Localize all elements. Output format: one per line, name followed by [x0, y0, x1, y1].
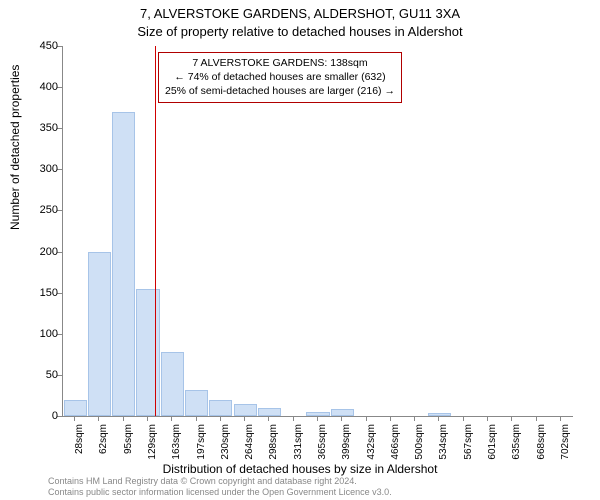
plot-area: 7 ALVERSTOKE GARDENS: 138sqm← 74% of det… [62, 46, 573, 417]
xtick-mark [268, 416, 269, 421]
xtick-label: 298sqm [268, 424, 279, 464]
xtick-label: 28sqm [74, 424, 85, 464]
annotation-box: 7 ALVERSTOKE GARDENS: 138sqm← 74% of det… [158, 52, 402, 103]
ytick-label: 0 [28, 410, 58, 422]
reference-vline [155, 46, 156, 416]
ytick-label: 300 [28, 163, 58, 175]
xtick-mark [536, 416, 537, 421]
histogram-bar [331, 409, 354, 416]
xtick-label: 567sqm [463, 424, 474, 464]
xtick-label: 399sqm [341, 424, 352, 464]
ytick-label: 350 [28, 122, 58, 134]
ytick-label: 150 [28, 287, 58, 299]
ytick-label: 200 [28, 246, 58, 258]
xtick-label: 500sqm [414, 424, 425, 464]
xtick-mark [463, 416, 464, 421]
annotation-line: ← 74% of detached houses are smaller (63… [165, 70, 395, 84]
xtick-label: 197sqm [196, 424, 207, 464]
xtick-label: 466sqm [390, 424, 401, 464]
xtick-label: 62sqm [98, 424, 109, 464]
ytick-label: 250 [28, 204, 58, 216]
xtick-label: 534sqm [438, 424, 449, 464]
xtick-mark [147, 416, 148, 421]
xtick-mark [487, 416, 488, 421]
chart-title-sub: Size of property relative to detached ho… [0, 24, 600, 39]
histogram-bar [64, 400, 87, 416]
xtick-label: 264sqm [244, 424, 255, 464]
xtick-mark [560, 416, 561, 421]
chart-title-main: 7, ALVERSTOKE GARDENS, ALDERSHOT, GU11 3… [0, 6, 600, 21]
xtick-mark [74, 416, 75, 421]
xtick-mark [98, 416, 99, 421]
xtick-mark [341, 416, 342, 421]
xtick-mark [220, 416, 221, 421]
footer-attribution: Contains HM Land Registry data © Crown c… [48, 476, 392, 498]
footer-line: Contains HM Land Registry data © Crown c… [48, 476, 392, 487]
y-axis-label: Number of detached properties [8, 65, 22, 230]
xtick-label: 702sqm [560, 424, 571, 464]
xtick-mark [196, 416, 197, 421]
histogram-bar [209, 400, 232, 416]
xtick-mark [123, 416, 124, 421]
ytick-label: 50 [28, 369, 58, 381]
histogram-bar [136, 289, 159, 416]
xtick-mark [511, 416, 512, 421]
xtick-label: 635sqm [511, 424, 522, 464]
xtick-label: 230sqm [220, 424, 231, 464]
ytick-label: 450 [28, 40, 58, 52]
histogram-bar [428, 413, 451, 416]
xtick-mark [244, 416, 245, 421]
xtick-label: 432sqm [366, 424, 377, 464]
xtick-mark [438, 416, 439, 421]
xtick-mark [390, 416, 391, 421]
histogram-bar [258, 408, 281, 416]
ytick-label: 400 [28, 81, 58, 93]
xtick-mark [171, 416, 172, 421]
histogram-bar [112, 112, 135, 416]
xtick-mark [317, 416, 318, 421]
xtick-mark [293, 416, 294, 421]
footer-line: Contains public sector information licen… [48, 487, 392, 498]
histogram-bar [234, 404, 257, 416]
histogram-bar [185, 390, 208, 416]
xtick-label: 95sqm [123, 424, 134, 464]
xtick-label: 163sqm [171, 424, 182, 464]
xtick-label: 365sqm [317, 424, 328, 464]
xtick-mark [366, 416, 367, 421]
xtick-label: 601sqm [487, 424, 498, 464]
xtick-label: 129sqm [147, 424, 158, 464]
xtick-label: 668sqm [536, 424, 547, 464]
xtick-mark [414, 416, 415, 421]
histogram-bar [88, 252, 111, 416]
annotation-line: 25% of semi-detached houses are larger (… [165, 84, 395, 98]
annotation-line: 7 ALVERSTOKE GARDENS: 138sqm [165, 56, 395, 70]
chart-container: 7, ALVERSTOKE GARDENS, ALDERSHOT, GU11 3… [0, 0, 600, 500]
histogram-bar [161, 352, 184, 416]
x-axis-label: Distribution of detached houses by size … [0, 462, 600, 476]
xtick-label: 331sqm [293, 424, 304, 464]
ytick-label: 100 [28, 328, 58, 340]
